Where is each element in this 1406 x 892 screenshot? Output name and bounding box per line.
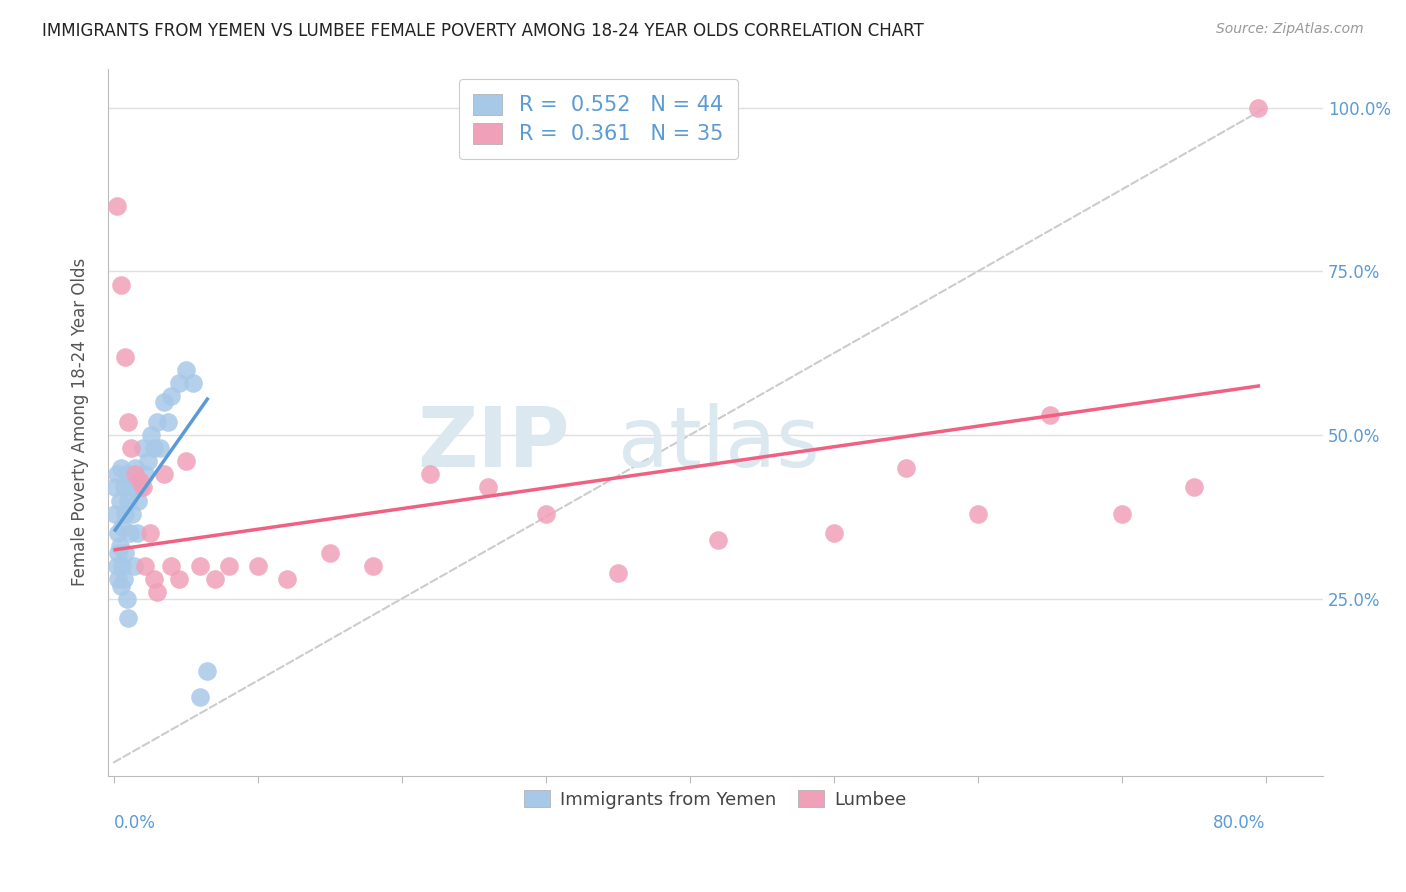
Text: 80.0%: 80.0% <box>1213 814 1265 832</box>
Text: Source: ZipAtlas.com: Source: ZipAtlas.com <box>1216 22 1364 37</box>
Point <box>108 540 131 554</box>
Point <box>419 467 441 482</box>
Point <box>136 454 159 468</box>
Point <box>107 526 129 541</box>
Point <box>110 579 132 593</box>
Point <box>128 480 150 494</box>
Point <box>121 507 143 521</box>
Point <box>146 415 169 429</box>
Point <box>115 591 138 606</box>
Point <box>195 664 218 678</box>
Point <box>160 389 183 403</box>
Point <box>117 415 139 429</box>
Point <box>107 572 129 586</box>
Point <box>108 493 131 508</box>
Point <box>361 559 384 574</box>
Point <box>124 467 146 482</box>
Point <box>1247 101 1270 115</box>
Point <box>105 199 128 213</box>
Point <box>477 480 499 494</box>
Point <box>131 441 153 455</box>
Point <box>167 572 190 586</box>
Point <box>107 546 129 560</box>
Point <box>125 526 148 541</box>
Point <box>139 526 162 541</box>
Point <box>143 572 166 586</box>
Text: ZIP: ZIP <box>418 402 569 483</box>
Point <box>149 441 172 455</box>
Y-axis label: Female Poverty Among 18-24 Year Olds: Female Poverty Among 18-24 Year Olds <box>72 258 89 586</box>
Point <box>823 526 845 541</box>
Point <box>1111 507 1133 521</box>
Point <box>128 474 150 488</box>
Point <box>1039 409 1062 423</box>
Point <box>112 480 135 494</box>
Point <box>894 460 917 475</box>
Point <box>707 533 730 547</box>
Text: IMMIGRANTS FROM YEMEN VS LUMBEE FEMALE POVERTY AMONG 18-24 YEAR OLDS CORRELATION: IMMIGRANTS FROM YEMEN VS LUMBEE FEMALE P… <box>42 22 924 40</box>
Point <box>534 507 557 521</box>
Point <box>160 559 183 574</box>
Point <box>115 467 138 482</box>
Point <box>134 467 156 482</box>
Point <box>111 559 134 574</box>
Point <box>246 559 269 574</box>
Point <box>104 507 127 521</box>
Point <box>114 350 136 364</box>
Point <box>188 690 211 704</box>
Point <box>174 362 197 376</box>
Point <box>134 559 156 574</box>
Point <box>319 546 342 560</box>
Point <box>153 467 176 482</box>
Point <box>112 572 135 586</box>
Point <box>966 507 988 521</box>
Point <box>117 611 139 625</box>
Point <box>114 507 136 521</box>
Point <box>117 493 139 508</box>
Point <box>124 460 146 475</box>
Point <box>204 572 226 586</box>
Point <box>120 480 142 494</box>
Point <box>110 460 132 475</box>
Point <box>105 467 128 482</box>
Point <box>157 415 180 429</box>
Point <box>110 277 132 292</box>
Point <box>105 559 128 574</box>
Point <box>218 559 240 574</box>
Point <box>153 395 176 409</box>
Point <box>174 454 197 468</box>
Point <box>143 441 166 455</box>
Point <box>131 480 153 494</box>
Point <box>146 585 169 599</box>
Point <box>167 376 190 390</box>
Point <box>122 559 145 574</box>
Point <box>181 376 204 390</box>
Text: atlas: atlas <box>619 402 820 483</box>
Point <box>606 566 628 580</box>
Legend: Immigrants from Yemen, Lumbee: Immigrants from Yemen, Lumbee <box>517 782 914 816</box>
Point <box>104 480 127 494</box>
Text: 0.0%: 0.0% <box>114 814 156 832</box>
Point <box>276 572 298 586</box>
Point <box>120 441 142 455</box>
Point <box>114 546 136 560</box>
Point <box>1182 480 1205 494</box>
Point <box>127 493 149 508</box>
Point <box>118 526 141 541</box>
Point <box>141 428 163 442</box>
Point <box>111 520 134 534</box>
Point <box>188 559 211 574</box>
